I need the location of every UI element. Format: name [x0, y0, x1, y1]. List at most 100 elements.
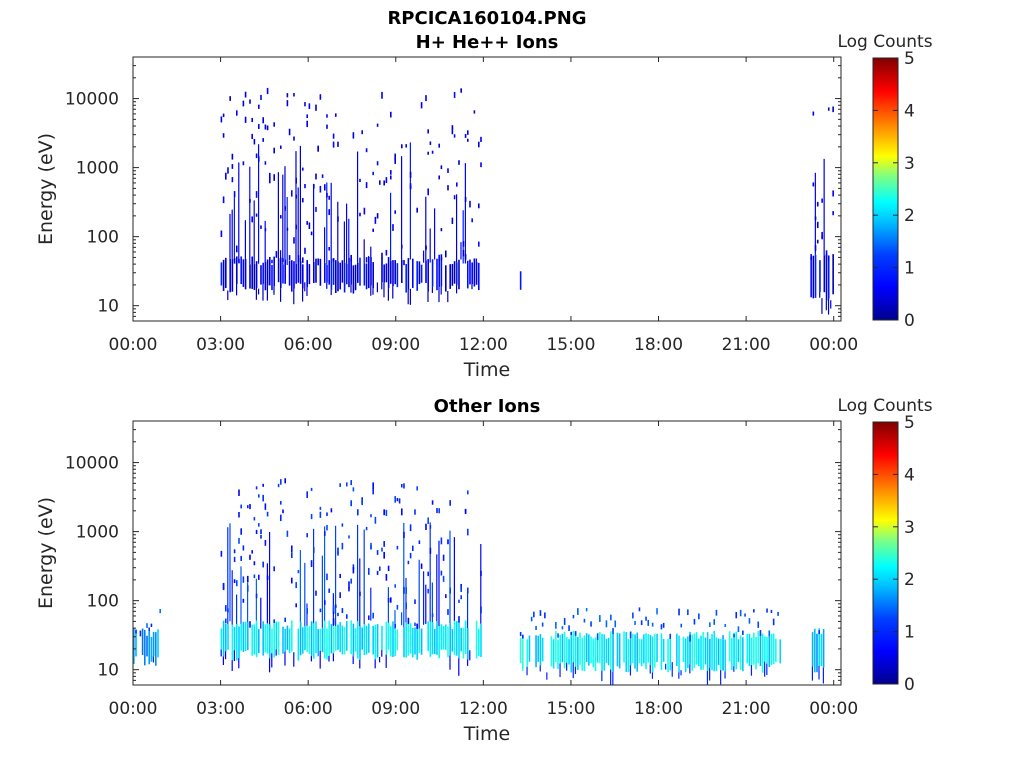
spectrogram-cell — [433, 628, 436, 655]
spectrogram-cell — [224, 618, 227, 624]
spectrogram-cell — [407, 289, 409, 305]
spectrogram-cell — [334, 604, 337, 608]
spectrogram-cell — [323, 526, 326, 621]
spectrogram-cell — [231, 153, 234, 160]
spectrogram-cell — [376, 123, 379, 127]
spectrogram-cell — [440, 257, 443, 287]
spectrogram-cell — [733, 632, 735, 667]
spectrogram-cell — [279, 215, 282, 219]
spectrogram-cell — [246, 622, 249, 651]
spectrogram-cell — [251, 133, 253, 139]
spectrogram-cell — [238, 626, 240, 659]
colorbar-label: Log Counts — [837, 32, 932, 52]
spectrogram-cell — [293, 93, 295, 97]
spectrogram-cell — [678, 635, 680, 673]
spectrogram-cell — [469, 259, 471, 285]
spectrogram-cell — [416, 629, 418, 660]
spectrogram-cell — [596, 633, 599, 641]
spectrogram-cell — [260, 597, 262, 629]
spectrogram-cell — [288, 260, 291, 286]
spectrogram-cell — [462, 627, 465, 659]
y-tick-label: 100 — [87, 228, 119, 248]
spectrogram-cell — [440, 570, 443, 576]
spectrogram-cell — [425, 584, 427, 624]
spectrogram-cell — [462, 250, 465, 257]
spectrogram-cell — [290, 577, 293, 584]
spectrogram-cell — [341, 523, 344, 527]
spectrogram-cell — [286, 93, 289, 98]
spectrogram-cell — [282, 509, 284, 514]
spectrogram-cell — [295, 603, 297, 608]
y-axis-label: Energy (eV) — [35, 133, 57, 245]
spectrogram-cell — [275, 649, 277, 656]
spectrogram-cell — [279, 250, 282, 258]
spectrogram-cell — [301, 264, 304, 289]
spectrogram-cell — [356, 621, 359, 659]
spectrogram-cell — [469, 650, 471, 661]
spectrogram-cell — [352, 567, 355, 574]
spectrogram-cell — [306, 260, 308, 288]
spectrogram-cell — [444, 624, 447, 650]
spectrogram-cell — [480, 606, 482, 614]
spectrogram-cell — [418, 540, 421, 545]
spectrogram-cell — [262, 494, 264, 502]
spectrogram-cell — [385, 621, 388, 655]
spectrogram-cell — [577, 608, 579, 615]
spectrogram-cell — [264, 539, 267, 546]
spectrogram-cell — [337, 547, 339, 554]
spectrogram-cell — [266, 87, 269, 95]
spectrogram-cell — [279, 514, 282, 522]
spectrogram-cell — [249, 621, 251, 628]
spectrogram-cell — [365, 263, 368, 290]
spectrogram-cell — [779, 639, 782, 664]
spectrogram-cell — [407, 621, 410, 656]
spectrogram-cell — [220, 550, 223, 557]
spectrogram-cell — [625, 632, 628, 672]
spectrogram-cell — [135, 629, 137, 634]
spectrogram-cell — [231, 660, 233, 671]
spectrogram-cell — [229, 96, 231, 101]
spectrogram-cell — [440, 624, 443, 650]
spectrogram-cell — [396, 263, 399, 288]
spectrogram-cell — [310, 231, 313, 236]
spectrogram-cell — [387, 587, 389, 623]
spectrogram-cell — [295, 582, 297, 589]
spectrogram-cell — [709, 622, 711, 628]
spectrogram-cell — [295, 177, 297, 184]
spectrogram-cell — [394, 153, 396, 160]
spectrogram-cell — [416, 486, 418, 491]
spectrogram-cell — [295, 194, 297, 199]
data-layer — [220, 87, 834, 315]
spectrogram-cell — [328, 195, 330, 200]
spectrogram-cell — [660, 633, 663, 670]
spectrogram-cell — [359, 591, 361, 596]
spectrogram-cell — [257, 104, 260, 109]
spectrogram-cell — [438, 287, 440, 303]
spectrogram-cell — [326, 628, 328, 660]
spectrogram-cell — [231, 570, 233, 625]
spectrogram-cell — [337, 551, 339, 556]
spectrogram-cell — [345, 263, 348, 285]
x-tick-label: 00:00 — [809, 699, 858, 719]
colorbar-tick-label: 3 — [904, 154, 915, 174]
spectrogram-cell — [255, 578, 257, 621]
spectrogram-cell — [466, 130, 469, 135]
spectrogram-cell — [440, 165, 443, 170]
spectrogram-cell — [555, 631, 557, 663]
spectrogram-cell — [460, 595, 462, 600]
spectrogram-cell — [814, 172, 816, 255]
spectrogram-cell — [466, 260, 469, 289]
spectrogram-cell — [266, 511, 269, 517]
spectrogram-cell — [242, 545, 245, 551]
spectrogram-cell — [359, 178, 361, 183]
spectrogram-cell — [242, 621, 245, 652]
spectrogram-cell — [275, 251, 278, 258]
spectrogram-cell — [634, 620, 636, 625]
spectrogram-cell — [372, 625, 374, 655]
spectrogram-cell — [383, 282, 385, 298]
spectrogram-cell — [431, 150, 434, 154]
spectrogram-cell — [299, 550, 301, 622]
spectrogram-cell — [150, 636, 153, 662]
spectrogram-cell — [590, 621, 592, 627]
spectrogram-cell — [306, 287, 308, 296]
